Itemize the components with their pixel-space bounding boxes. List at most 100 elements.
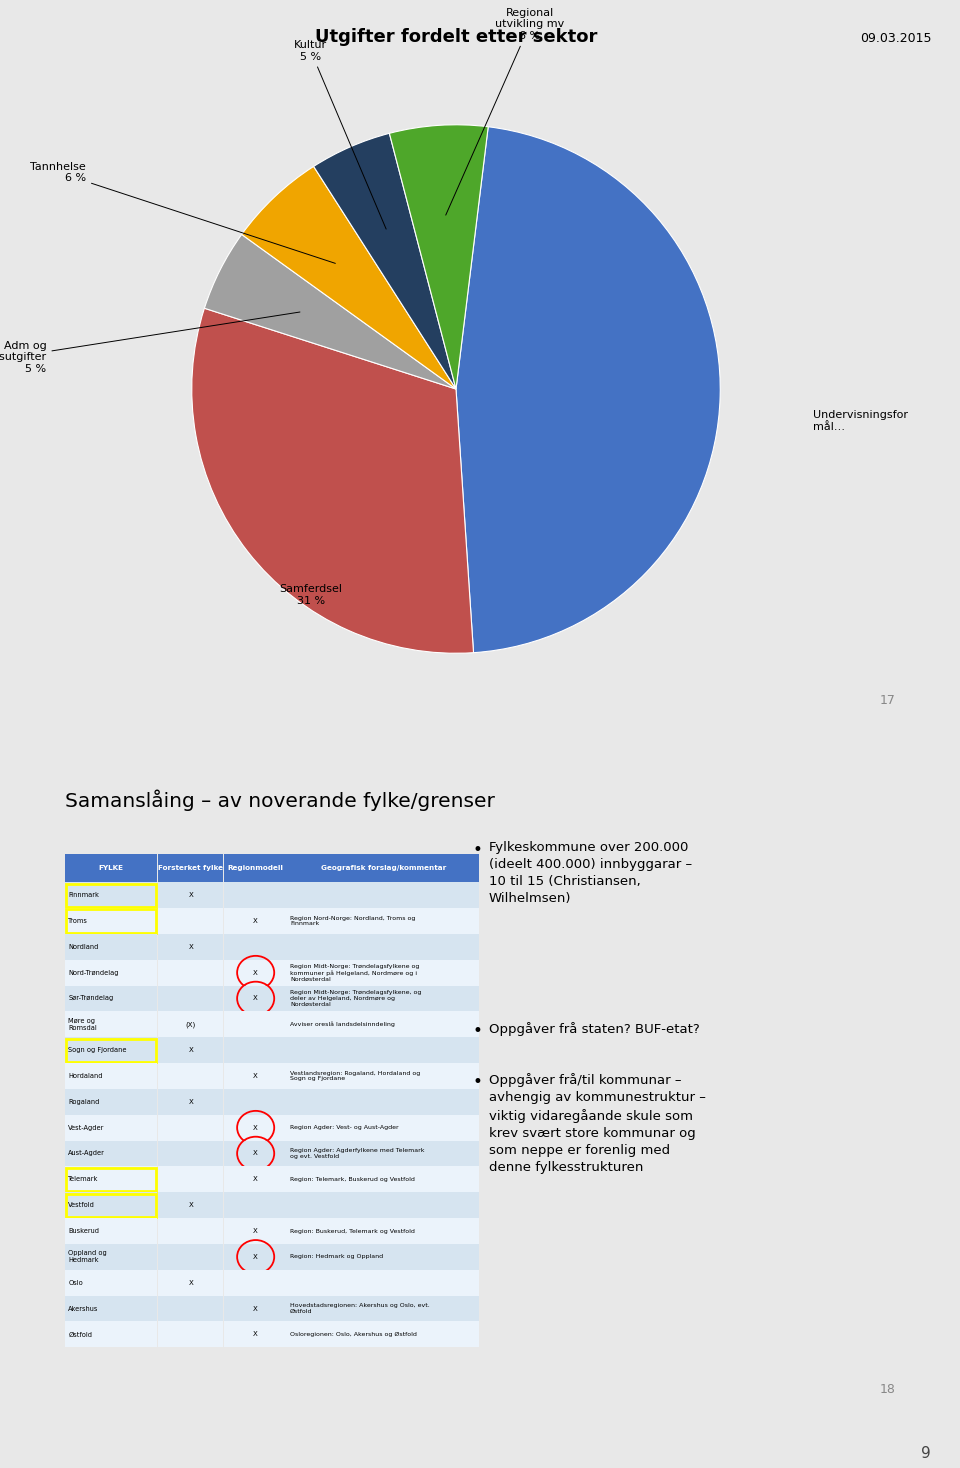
Text: Oppgåver frå/til kommunar –
avhengig av kommunestruktur –
viktig vidaregåande sk: Oppgåver frå/til kommunar – avhengig av …: [489, 1073, 706, 1174]
Wedge shape: [192, 308, 473, 653]
Text: Hovedstadsregionen: Akershus og Oslo, evt.
Østfold: Hovedstadsregionen: Akershus og Oslo, ev…: [290, 1304, 430, 1314]
FancyBboxPatch shape: [224, 1114, 287, 1141]
FancyBboxPatch shape: [287, 1011, 479, 1038]
FancyBboxPatch shape: [65, 882, 156, 909]
FancyBboxPatch shape: [287, 1192, 479, 1218]
FancyBboxPatch shape: [224, 1270, 287, 1296]
Text: Telemark: Telemark: [68, 1176, 99, 1182]
FancyBboxPatch shape: [157, 1243, 223, 1270]
FancyBboxPatch shape: [224, 1296, 287, 1321]
FancyBboxPatch shape: [157, 934, 223, 960]
Text: Adm og
fellesutgifter
5 %: Adm og fellesutgifter 5 %: [0, 313, 300, 374]
FancyBboxPatch shape: [157, 909, 223, 934]
Text: X: X: [253, 1229, 258, 1235]
Text: Vestfold: Vestfold: [68, 1202, 95, 1208]
Text: Forsterket fylke: Forsterket fylke: [158, 865, 224, 871]
Wedge shape: [204, 235, 456, 389]
FancyBboxPatch shape: [65, 1114, 156, 1141]
Text: X: X: [253, 1151, 258, 1157]
FancyBboxPatch shape: [287, 1296, 479, 1321]
FancyBboxPatch shape: [224, 1063, 287, 1089]
Text: X: X: [253, 1305, 258, 1311]
Wedge shape: [390, 125, 489, 389]
Text: Regionmodell: Regionmodell: [228, 865, 283, 871]
Text: X: X: [188, 1047, 193, 1053]
Text: •: •: [473, 1073, 483, 1091]
Text: Samferdsel
31 %: Samferdsel 31 %: [279, 584, 342, 606]
Text: Region Agder: Vest- og Aust-Agder: Region Agder: Vest- og Aust-Agder: [290, 1124, 398, 1130]
Text: Fylkeskommune over 200.000
(ideelt 400.000) innbyggarar –
10 til 15 (Christianse: Fylkeskommune over 200.000 (ideelt 400.0…: [489, 841, 692, 904]
FancyBboxPatch shape: [287, 960, 479, 985]
FancyBboxPatch shape: [224, 960, 287, 985]
FancyBboxPatch shape: [65, 1218, 156, 1243]
FancyBboxPatch shape: [65, 1321, 156, 1348]
Text: Region: Buskerud, Telemark og Vestfold: Region: Buskerud, Telemark og Vestfold: [290, 1229, 415, 1233]
FancyBboxPatch shape: [287, 854, 479, 882]
FancyBboxPatch shape: [287, 1114, 479, 1141]
FancyBboxPatch shape: [65, 1167, 156, 1192]
Text: 18: 18: [879, 1383, 895, 1396]
Text: Region Midt-Norge: Trøndelagsfylkene og
kommuner på Helgeland, Nordmøre og i
Nor: Region Midt-Norge: Trøndelagsfylkene og …: [290, 964, 420, 981]
FancyBboxPatch shape: [224, 1089, 287, 1114]
Text: Kultur
5 %: Kultur 5 %: [294, 40, 386, 229]
FancyBboxPatch shape: [157, 1270, 223, 1296]
FancyBboxPatch shape: [224, 985, 287, 1011]
Text: Nordland: Nordland: [68, 944, 99, 950]
Text: Vest-Agder: Vest-Agder: [68, 1124, 105, 1130]
Text: Region Midt-Norge: Trøndelagsfylkene, og
deler av Helgeland, Nordmøre og
Nordøst: Region Midt-Norge: Trøndelagsfylkene, og…: [290, 991, 421, 1007]
Text: Sør-Trøndelag: Sør-Trøndelag: [68, 995, 113, 1001]
Text: X: X: [188, 1202, 193, 1208]
Text: X: X: [188, 1100, 193, 1105]
Text: Finnmark: Finnmark: [68, 893, 99, 898]
Text: Oslo: Oslo: [68, 1280, 84, 1286]
FancyBboxPatch shape: [224, 854, 287, 882]
Text: Region: Telemark, Buskerud og Vestfold: Region: Telemark, Buskerud og Vestfold: [290, 1177, 415, 1182]
Text: Region Agder: Agderfylkene med Telemark
og evt. Vestfold: Region Agder: Agderfylkene med Telemark …: [290, 1148, 424, 1158]
FancyBboxPatch shape: [157, 1114, 223, 1141]
Text: Møre og
Romsdal: Møre og Romsdal: [68, 1017, 97, 1031]
Text: Osloregionen: Oslo, Akershus og Østfold: Osloregionen: Oslo, Akershus og Østfold: [290, 1331, 417, 1337]
Text: Tannhelse
6 %: Tannhelse 6 %: [31, 161, 335, 263]
Text: Troms: Troms: [68, 918, 88, 923]
FancyBboxPatch shape: [157, 1321, 223, 1348]
FancyBboxPatch shape: [157, 854, 223, 882]
FancyBboxPatch shape: [65, 1270, 156, 1296]
FancyBboxPatch shape: [157, 960, 223, 985]
FancyBboxPatch shape: [287, 1089, 479, 1114]
FancyBboxPatch shape: [65, 1038, 156, 1063]
FancyBboxPatch shape: [65, 985, 156, 1011]
Wedge shape: [242, 166, 456, 389]
FancyBboxPatch shape: [224, 909, 287, 934]
FancyBboxPatch shape: [287, 934, 479, 960]
FancyBboxPatch shape: [65, 934, 156, 960]
FancyBboxPatch shape: [157, 985, 223, 1011]
FancyBboxPatch shape: [287, 909, 479, 934]
Text: Samanslåing – av noverande fylke/grenser: Samanslåing – av noverande fylke/grenser: [65, 790, 494, 810]
Text: X: X: [253, 918, 258, 923]
FancyBboxPatch shape: [157, 1089, 223, 1114]
Text: Oppgåver frå staten? BUF-etat?: Oppgåver frå staten? BUF-etat?: [489, 1022, 700, 1036]
FancyBboxPatch shape: [157, 1167, 223, 1192]
FancyBboxPatch shape: [65, 960, 156, 985]
FancyBboxPatch shape: [224, 1321, 287, 1348]
Text: Oppland og
Hedmark: Oppland og Hedmark: [68, 1251, 108, 1264]
Text: X: X: [188, 893, 193, 898]
FancyBboxPatch shape: [287, 1218, 479, 1243]
Text: (X): (X): [185, 1022, 196, 1028]
FancyBboxPatch shape: [157, 1011, 223, 1038]
FancyBboxPatch shape: [65, 1063, 156, 1089]
Text: •: •: [473, 841, 483, 859]
Text: Buskerud: Buskerud: [68, 1229, 100, 1235]
Text: Region: Hedmark og Oppland: Region: Hedmark og Oppland: [290, 1254, 383, 1260]
Text: Sogn og Fjordane: Sogn og Fjordane: [68, 1047, 127, 1053]
Text: 9: 9: [922, 1446, 931, 1461]
Text: Region Nord-Norge: Nordland, Troms og
Finnmark: Region Nord-Norge: Nordland, Troms og Fi…: [290, 916, 416, 926]
Text: Undervisningsfor
mål…: Undervisningsfor mål…: [813, 410, 908, 432]
FancyBboxPatch shape: [287, 1270, 479, 1296]
FancyBboxPatch shape: [65, 854, 156, 882]
Text: Aust-Agder: Aust-Agder: [68, 1151, 106, 1157]
Text: Rogaland: Rogaland: [68, 1100, 100, 1105]
Text: FYLKE: FYLKE: [99, 865, 124, 871]
FancyBboxPatch shape: [65, 1296, 156, 1321]
Text: Østfold: Østfold: [68, 1331, 92, 1337]
